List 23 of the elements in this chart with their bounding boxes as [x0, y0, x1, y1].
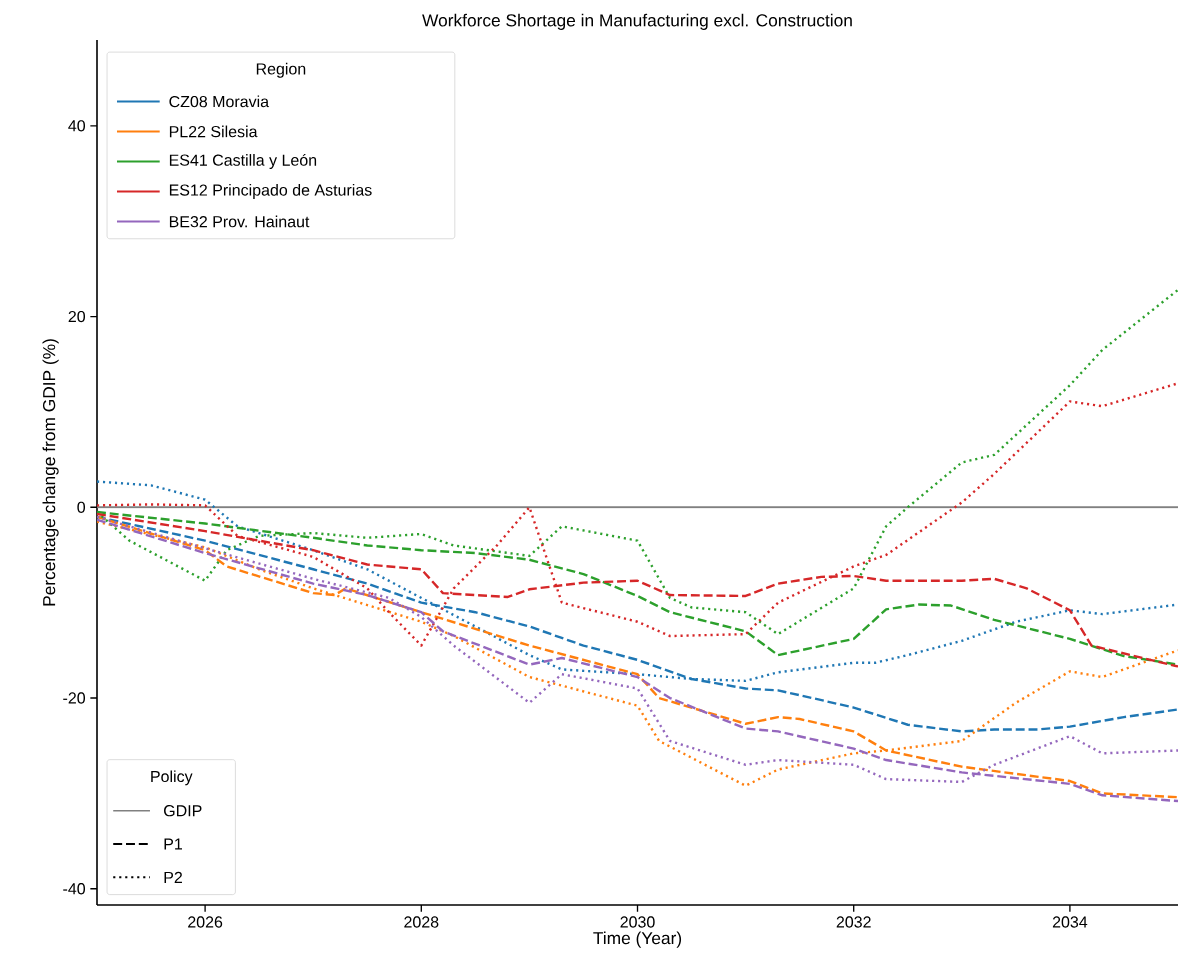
legend-label: ES12 Principado de Asturias [169, 183, 372, 199]
legend-label: ES41 Castilla y León [169, 153, 317, 169]
x-axis-title: Time (Year) [593, 931, 682, 948]
legend-title: Region [256, 62, 306, 78]
x-tick-label: 2030 [620, 916, 655, 928]
x-tick-label: 2032 [836, 916, 871, 928]
y-tick-label: 0 [77, 501, 86, 513]
legend-label: GDIP [164, 805, 202, 817]
legend-label: CZ08 Moravia [169, 95, 270, 108]
x-tick-label: 2026 [188, 916, 223, 928]
y-tick-label: -40 [63, 883, 86, 895]
annotation: Policy [151, 770, 193, 786]
y-tick-label: 40 [68, 120, 86, 132]
legend-label: PL22 Silesia [169, 125, 258, 138]
annotation: P2 [164, 871, 182, 883]
x-tick-label: 2034 [1052, 916, 1088, 928]
y-axis-title: Percentage change from GDIP (%) [42, 339, 59, 606]
annotation: P1 [164, 838, 182, 850]
y-tick-label: -20 [63, 692, 86, 704]
legend-label: BE32 Prov. Hainaut [169, 215, 310, 228]
y-tick-label: 20 [68, 310, 86, 323]
chart-title: Workforce Shortage in Manufacturing excl. Construction [422, 13, 852, 30]
x-tick-label: 2028 [404, 916, 439, 928]
